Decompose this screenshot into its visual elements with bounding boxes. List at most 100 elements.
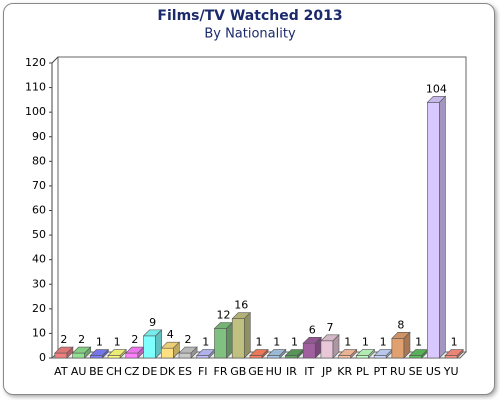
- y-tick-label: 100: [25, 105, 46, 118]
- bar: [196, 355, 210, 359]
- x-tick-label: FR: [214, 365, 228, 378]
- bar-side: [173, 341, 180, 359]
- bar: [249, 355, 263, 359]
- value-label: 7: [326, 321, 333, 334]
- bar: [214, 328, 227, 359]
- y-tick-label: 70: [32, 179, 46, 192]
- value-label: 16: [234, 299, 248, 312]
- bar-side: [350, 348, 358, 359]
- value-label: 1: [273, 336, 280, 349]
- x-tick-label: AT: [54, 365, 68, 378]
- value-label: 104: [426, 82, 447, 95]
- bar-side: [332, 334, 340, 359]
- value-label: 2: [60, 333, 67, 346]
- bar: [444, 355, 458, 359]
- y-tick-label: 60: [32, 204, 46, 217]
- bar-side: [368, 348, 375, 359]
- back-wall: [57, 56, 467, 353]
- x-tick-label: PT: [373, 365, 387, 378]
- bar: [427, 102, 440, 359]
- x-tick-label: SE: [409, 365, 423, 378]
- x-tick-label: FI: [198, 365, 208, 378]
- value-label: 6: [309, 323, 316, 336]
- bar-side: [119, 348, 127, 359]
- y-tick-label: 20: [32, 302, 46, 315]
- bar: [391, 338, 405, 359]
- bar: [302, 342, 316, 359]
- value-label: 2: [185, 333, 192, 346]
- x-tick-label: IT: [304, 365, 314, 378]
- x-tick-label: CZ: [124, 365, 140, 378]
- bar: [320, 340, 334, 359]
- value-label: 4: [167, 328, 174, 341]
- y-tick-label: 10: [32, 326, 46, 339]
- bar: [285, 355, 298, 359]
- y-tick-label: 40: [32, 253, 46, 266]
- bar: [125, 352, 139, 359]
- y-tick-label: 80: [32, 154, 46, 167]
- bar-side: [190, 346, 198, 359]
- y-axis-depth: [51, 56, 59, 64]
- x-tick-label: GE: [248, 365, 264, 378]
- bar-side: [279, 348, 287, 359]
- bar-side: [456, 348, 464, 359]
- bar: [338, 355, 352, 359]
- x-tick-label: AU: [71, 365, 87, 378]
- bar: [267, 355, 281, 359]
- x-tick-label: HU: [266, 365, 282, 378]
- x-tick-label: CH: [106, 365, 122, 378]
- bar: [90, 355, 103, 359]
- value-label: 1: [362, 336, 369, 349]
- y-tick-label: 30: [32, 277, 46, 290]
- x-tick-label: JP: [321, 365, 332, 378]
- y-tick-label: 0: [39, 351, 46, 364]
- bar-side: [84, 346, 91, 359]
- bar: [107, 355, 121, 359]
- value-label: 1: [291, 336, 298, 349]
- chart-subtitle: By Nationality: [204, 27, 296, 42]
- value-label: 9: [149, 316, 156, 329]
- value-label: 1: [415, 336, 422, 349]
- value-label: 12: [217, 309, 231, 322]
- value-label: 8: [397, 318, 404, 331]
- x-tick-label: US: [426, 365, 441, 378]
- x-tick-label: KR: [337, 365, 352, 378]
- bar-side: [102, 348, 109, 359]
- x-tick-label: BE: [89, 365, 104, 378]
- y-tick-label: 120: [25, 56, 46, 69]
- bar-side: [439, 95, 446, 359]
- y-tick-label: 110: [25, 81, 46, 94]
- value-label: 1: [96, 336, 103, 349]
- x-tick-label: IR: [286, 365, 297, 378]
- x-tick-label: GB: [230, 365, 246, 378]
- value-label: 1: [202, 336, 209, 349]
- chart-title: Films/TV Watched 2013: [157, 8, 342, 24]
- x-tick-label: PL: [356, 365, 370, 378]
- value-label: 1: [344, 336, 351, 349]
- value-label: 1: [380, 336, 387, 349]
- value-label: 1: [451, 336, 458, 349]
- bar: [54, 352, 68, 359]
- bar-side: [403, 331, 411, 359]
- x-tick-label: DE: [142, 365, 157, 378]
- bar-side: [261, 348, 269, 359]
- bar: [143, 335, 156, 359]
- bar-side: [226, 321, 233, 359]
- bar: [356, 355, 369, 359]
- bar: [160, 347, 174, 359]
- bar: [178, 352, 192, 359]
- x-tick-label: ES: [178, 365, 192, 378]
- value-label: 1: [114, 336, 121, 349]
- y-tick-label: 50: [32, 228, 46, 241]
- value-label: 1: [256, 336, 263, 349]
- x-tick-label: RU: [390, 365, 406, 378]
- x-tick-label: DK: [159, 365, 175, 378]
- bar: [373, 355, 387, 359]
- value-label: 2: [78, 333, 85, 346]
- x-tick-label: YU: [443, 365, 459, 378]
- value-label: 2: [131, 333, 138, 346]
- bar-side: [66, 346, 74, 359]
- bar: [72, 352, 85, 359]
- bar: [409, 355, 422, 359]
